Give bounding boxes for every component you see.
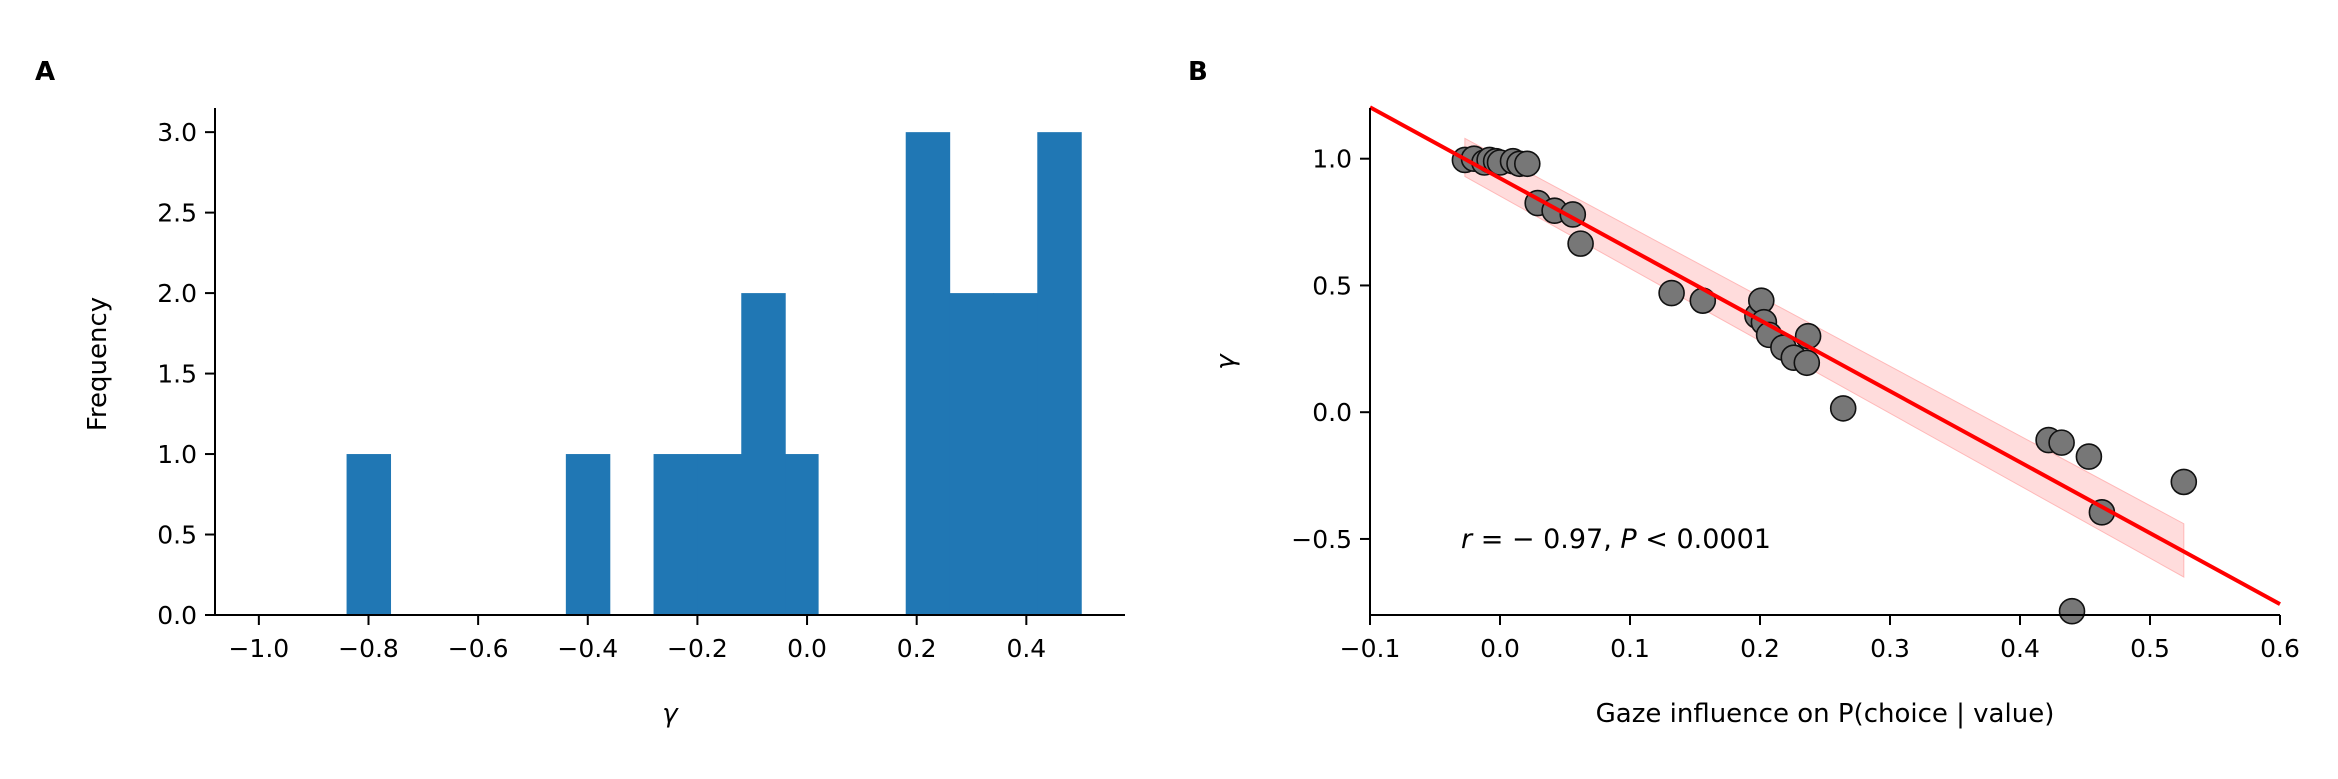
y-tick-label: 0.0 — [1312, 398, 1352, 427]
annotation-p-value: < 0.0001 — [1637, 524, 1771, 555]
y-axis-ticks: 0.0 0.5 1.0 1.5 2.0 2.5 3.0 — [157, 118, 215, 630]
y-tick-label: 1.0 — [1312, 145, 1352, 174]
scatter-panel: B −0.1 0.0 0.1 0.2 0.3 0.4 0.5 0.6 −0.5 0.0 0.5 1.… — [1188, 57, 2300, 729]
y-tick-label: 1.5 — [157, 360, 197, 389]
histogram-bar-8 — [993, 293, 1038, 615]
annotation-r-symbol: r — [1461, 524, 1474, 555]
x-tick-label: 0.4 — [2000, 634, 2040, 663]
y-axis-label: Frequency — [83, 297, 113, 431]
y-tick-label: −0.5 — [1291, 525, 1352, 554]
panel-label-b: B — [1188, 57, 1208, 87]
x-tick-label: 0.6 — [2260, 634, 2300, 663]
histogram-bar-9 — [1037, 132, 1082, 615]
annotation-p-symbol: P — [1620, 524, 1637, 555]
x-axis-ticks: −1.0 −0.8 −0.6 −0.4 −0.2 0.0 0.2 0.4 — [228, 615, 1046, 663]
x-tick-label: 0.2 — [897, 634, 937, 663]
scatter-point-21 — [1793, 349, 1821, 377]
y-axis-label: γ — [1211, 353, 1241, 370]
scatter-point-27 — [2075, 443, 2103, 470]
scatter-point-8 — [1514, 150, 1541, 178]
x-axis-label: γ — [662, 699, 679, 729]
x-tick-label: 0.0 — [1480, 634, 1520, 663]
x-tick-label: −1.0 — [228, 634, 289, 663]
histogram-bar-0 — [346, 454, 392, 615]
x-tick-label: −0.6 — [448, 634, 509, 663]
x-tick-label: 0.5 — [2130, 634, 2170, 663]
histogram-bars — [346, 132, 1082, 615]
panel-label-a: A — [35, 57, 55, 87]
regression-line — [1369, 105, 2281, 606]
x-tick-label: 0.0 — [787, 634, 827, 663]
annotation-r-value: = − 0.97, — [1472, 524, 1620, 555]
scatter-point-25 — [2048, 429, 2075, 456]
scatter-point-26 — [2058, 597, 2086, 625]
histogram-bar-1 — [565, 454, 611, 615]
y-tick-label: 2.0 — [157, 279, 197, 308]
x-tick-label: 0.2 — [1740, 634, 1780, 663]
x-tick-label: 0.1 — [1610, 634, 1650, 663]
x-tick-label: −0.1 — [1340, 634, 1401, 663]
scatter-point-13 — [1658, 279, 1685, 307]
y-axis-ticks: −0.5 0.0 0.5 1.0 — [1291, 145, 1370, 554]
y-tick-label: 0.5 — [1312, 271, 1352, 300]
histogram-panel: A −1.0 −0.8 −0.6 −0.4 −0.2 0.0 0.2 0.4 0.0 0.5 1.… — [35, 57, 1125, 729]
x-tick-label: −0.4 — [557, 634, 618, 663]
x-axis-ticks: −0.1 0.0 0.1 0.2 0.3 0.4 0.5 0.6 — [1340, 615, 2300, 663]
scatter-point-29 — [2170, 468, 2198, 496]
scatter-point-23 — [1829, 395, 1857, 422]
histogram-bar-7 — [949, 293, 995, 615]
x-tick-label: −0.2 — [667, 634, 728, 663]
y-tick-label: 3.0 — [157, 118, 197, 147]
histogram-bar-2 — [653, 454, 699, 615]
histogram-bar-5 — [785, 454, 819, 615]
x-tick-label: 0.4 — [1006, 634, 1046, 663]
x-axis-label: Gaze influence on P(choice | value) — [1596, 699, 2055, 729]
x-tick-label: 0.3 — [1870, 634, 1910, 663]
correlation-annotation: r = − 0.97, P < 0.0001 — [1461, 524, 1771, 555]
histogram-bar-4 — [741, 293, 786, 615]
histogram-bar-6 — [905, 132, 951, 615]
scatter-point-12 — [1567, 230, 1594, 257]
y-tick-label: 0.0 — [157, 601, 197, 630]
y-tick-label: 1.0 — [157, 440, 197, 469]
y-tick-label: 0.5 — [157, 521, 197, 550]
histogram-bar-3 — [697, 454, 742, 615]
y-tick-label: 2.5 — [157, 199, 197, 228]
x-tick-label: −0.8 — [338, 634, 399, 663]
